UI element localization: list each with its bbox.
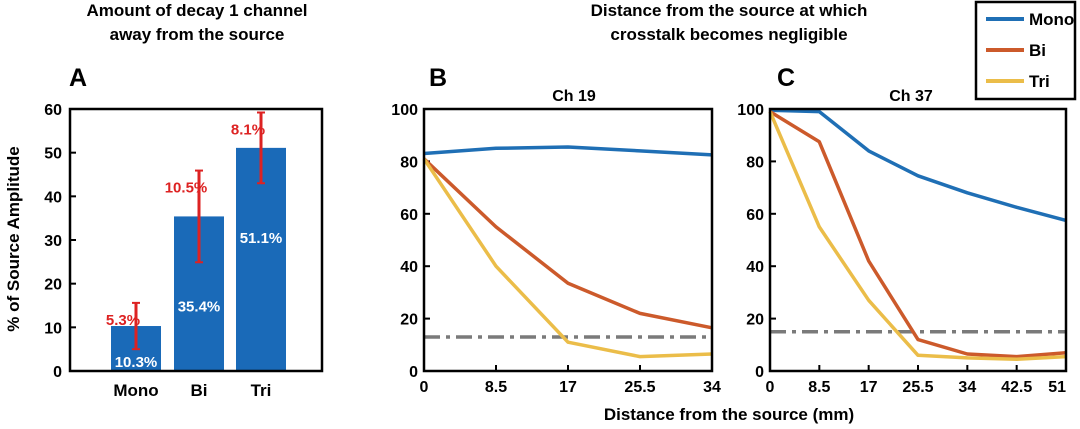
header-left-line1: Amount of decay 1 channel bbox=[86, 1, 307, 20]
panel-b-xtick-label: 17 bbox=[559, 379, 577, 396]
legend: Mono Bi Tri bbox=[974, 0, 1077, 101]
panel-b-xtick-label: 8.5 bbox=[485, 379, 507, 396]
bar-value-label: 35.4% bbox=[178, 298, 221, 315]
panel-a-ytick-label: 40 bbox=[44, 189, 62, 206]
panel-c-ytick-label: 80 bbox=[746, 154, 764, 171]
panel-a-ytick-label: 30 bbox=[44, 233, 62, 250]
panel-b-frame bbox=[422, 107, 714, 373]
panel-b-ytick-label: 100 bbox=[391, 102, 418, 119]
error-label: 5.3% bbox=[106, 312, 140, 329]
header-right-line1: Distance from the source at which bbox=[591, 1, 868, 20]
panel-b-xtick-label: 0 bbox=[420, 379, 429, 396]
panel-a-bar-chart: 0 10 20 30 40 50 60 10.3% 5.3% Mono 35.4% 10.5% Bi 51… bbox=[44, 102, 324, 400]
bar-value-label: 10.3% bbox=[115, 354, 158, 371]
panel-b-xtick-label: 34 bbox=[703, 379, 721, 396]
panel-c-series-bi bbox=[769, 110, 1067, 359]
panel-c-frame bbox=[768, 107, 1068, 373]
panel-c-ytick-label: 0 bbox=[755, 364, 764, 381]
panel-b-ytick-label: 60 bbox=[400, 207, 418, 224]
panel-b-ytick-label: 40 bbox=[400, 259, 418, 276]
panel-c-xtick-label: 42.5 bbox=[1001, 379, 1032, 396]
panel-c-xtick-label: 17 bbox=[860, 379, 878, 396]
panel-c-line-chart: 0 20 40 60 80 100 0 8.5 17 25.5 34 42.5 51 bbox=[737, 102, 1068, 396]
error-label: 10.5% bbox=[165, 180, 208, 197]
panel-c-ytick-label: 40 bbox=[746, 259, 764, 276]
panel-c-series-mono bbox=[769, 108, 1067, 223]
category-label: Bi bbox=[191, 381, 208, 400]
panel-b-series-mono bbox=[423, 145, 713, 157]
panel-a-frame bbox=[68, 107, 324, 373]
panel-c-ytick-label: 100 bbox=[737, 102, 764, 119]
panel-c-title: Ch 37 bbox=[889, 88, 933, 105]
panel-label-c: C bbox=[777, 64, 795, 92]
bar-value-label: 51.1% bbox=[240, 230, 283, 247]
panel-c-xtick-label: 51 bbox=[1048, 379, 1066, 396]
panel-c-xtick-label: 8.5 bbox=[808, 379, 830, 396]
panel-c-ytick-label: 60 bbox=[746, 207, 764, 224]
panel-b-ytick-label: 0 bbox=[409, 364, 418, 381]
panel-b-line-chart: 0 20 40 60 80 100 0 8.5 17 25.5 34 bbox=[391, 102, 721, 396]
panel-a-ytick-label: 60 bbox=[44, 102, 62, 119]
panel-c-xtick-label: 34 bbox=[958, 379, 976, 396]
panel-a-ytick-label: 10 bbox=[44, 320, 62, 337]
panel-b-ytick-label: 80 bbox=[400, 154, 418, 171]
panel-b-title: Ch 19 bbox=[552, 88, 596, 105]
legend-label-mono: Mono bbox=[1029, 10, 1074, 29]
panel-b-xtick-label: 25.5 bbox=[624, 379, 655, 396]
panel-c-xtick-label: 0 bbox=[766, 379, 775, 396]
panel-a-ytick-label: 20 bbox=[44, 277, 62, 294]
panel-a-ylabel: % of Source Amplitude bbox=[4, 146, 23, 331]
panel-b-series-bi bbox=[422, 157, 713, 330]
error-label: 8.1% bbox=[231, 121, 265, 138]
panel-a-ytick-label: 50 bbox=[44, 146, 62, 163]
legend-label-tri: Tri bbox=[1029, 72, 1050, 91]
legend-label-bi: Bi bbox=[1029, 41, 1046, 60]
header-right-line2: crosstalk becomes negligible bbox=[610, 25, 847, 44]
category-label: Tri bbox=[251, 381, 272, 400]
panel-b-series-tri bbox=[422, 157, 713, 359]
shared-xlabel: Distance from the source (mm) bbox=[604, 405, 854, 424]
category-label: Mono bbox=[113, 381, 158, 400]
panel-label-b: B bbox=[429, 64, 447, 92]
bar-tri bbox=[236, 147, 286, 371]
panel-label-a: A bbox=[69, 64, 87, 92]
header-left-line2: away from the source bbox=[110, 25, 285, 44]
panel-b-ytick-label: 20 bbox=[400, 312, 418, 329]
panel-c-ytick-label: 20 bbox=[746, 312, 764, 329]
panel-a-ytick-label: 0 bbox=[53, 364, 62, 381]
panel-c-series-tri bbox=[768, 110, 1067, 361]
panel-c-xtick-label: 25.5 bbox=[902, 379, 933, 396]
